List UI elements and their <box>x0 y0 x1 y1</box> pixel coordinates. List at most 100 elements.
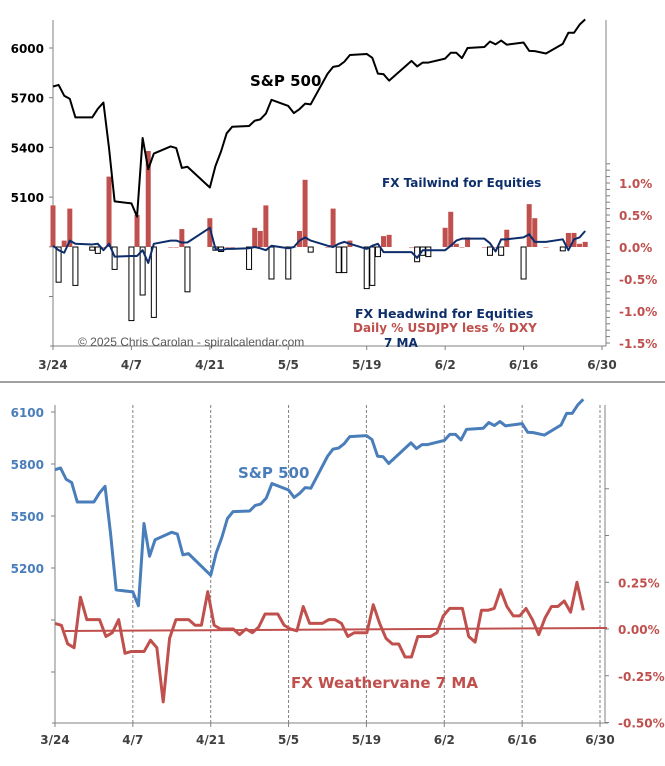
fx-bar-positive <box>252 227 258 247</box>
top-x-tick-label: 4/7 <box>121 358 142 372</box>
headwind-label: FX Headwind for Equities <box>355 306 533 321</box>
fx-bar-positive <box>442 227 448 247</box>
fx-bar-positive <box>106 176 112 247</box>
fx-bar-positive <box>459 247 465 248</box>
fx-bar-negative <box>341 246 348 274</box>
top-x-tick-label: 5/5 <box>278 358 299 372</box>
top-right-tick-label: 0.5% <box>619 209 652 223</box>
bottom-x-tick-label: 3/24 <box>40 733 69 747</box>
top-left-tick-label: 5700 <box>11 92 44 106</box>
fx-bar-negative <box>111 246 118 270</box>
ma-label: 7 MA <box>384 336 418 350</box>
fx-weathervane-label: FX Weathervane 7 MA <box>291 674 478 692</box>
fx-bar-negative <box>520 246 527 280</box>
top-right-tick-label: -1.0% <box>619 305 657 319</box>
fx-bar-positive <box>229 247 235 248</box>
fx-bar-positive <box>386 234 392 247</box>
bottom-right-tick-label: -0.50% <box>618 717 665 731</box>
fx-bar-negative <box>486 246 493 256</box>
top-left-tick-label: 5400 <box>11 141 44 155</box>
bottom-right-tick-label: 0.00% <box>618 623 660 637</box>
bottom-x-tick-label: 5/5 <box>278 733 299 747</box>
bottom-left-tick-label: 5500 <box>11 510 44 524</box>
fx-bar-negative <box>425 246 432 258</box>
fx-bar-negative <box>335 246 342 274</box>
fx-bar-positive <box>61 240 67 247</box>
fx-bar-positive <box>168 247 174 248</box>
top-left-tick-label: 5100 <box>11 191 44 205</box>
top-spx-line <box>52 18 586 218</box>
fx-bar-positive <box>453 243 459 247</box>
bottom-right-tick-label: 0.25% <box>618 576 660 590</box>
fx-bar-negative <box>285 246 292 280</box>
fx-bar-negative <box>128 246 135 322</box>
bottom-spx-label: S&P 500 <box>238 464 309 482</box>
bottom-spx-line <box>54 398 585 608</box>
fx-bar-positive <box>493 247 499 248</box>
top-right-tick-label: -1.5% <box>619 337 657 351</box>
bottom-right-tick-label: -0.25% <box>618 670 665 684</box>
top-ma-line <box>52 226 586 264</box>
fx-bar-negative <box>498 246 505 256</box>
top-x-tick-label: 6/30 <box>587 358 616 372</box>
fx-bar-positive <box>448 211 454 247</box>
fx-bar-negative <box>139 246 146 296</box>
fx-bar-positive <box>532 218 538 247</box>
fx-bar-positive <box>302 179 308 247</box>
fx-bar-negative <box>363 246 370 290</box>
fx-bar-negative <box>374 246 381 258</box>
fx-bar-negative <box>246 246 253 270</box>
fx-bar-negative <box>94 246 101 254</box>
top-x-tick-label: 4/21 <box>195 358 224 372</box>
fx-bar-negative <box>72 246 79 286</box>
series-desc-label: Daily % USDJPY less % DXY <box>353 321 537 335</box>
fx-bar-negative <box>184 246 191 293</box>
fx-bar-positive <box>481 247 487 248</box>
fx-bar-positive <box>179 229 185 247</box>
fx-bar-positive <box>67 208 73 247</box>
top-x-tick-label: 6/2 <box>435 358 456 372</box>
fx-bar-positive <box>325 247 330 248</box>
bottom-left-tick-label: 5800 <box>11 458 44 472</box>
fx-bar-positive <box>296 231 302 247</box>
fx-bar-positive <box>173 247 179 248</box>
bottom-left-tick-label: 5200 <box>11 562 44 576</box>
top-spx-label: S&P 500 <box>250 72 321 90</box>
bottom-x-tick-label: 4/21 <box>196 733 225 747</box>
fx-bar-positive <box>330 208 336 247</box>
copyright-text: © 2025 Chris Carolan - spiralcalendar.co… <box>78 335 304 349</box>
fx-bar-negative <box>307 246 314 253</box>
fx-bar-positive <box>263 205 269 247</box>
top-right-tick-label: -0.5% <box>619 273 657 287</box>
top-right-tick-label: 0.0% <box>619 241 652 255</box>
fx-bar-positive <box>145 151 151 247</box>
fx-bar-positive <box>526 204 532 247</box>
fx-bar-positive <box>465 237 471 247</box>
tailwind-label: FX Tailwind for Equities <box>382 176 541 190</box>
fx-bar-positive <box>381 236 387 247</box>
bottom-axes <box>52 405 608 724</box>
fx-bar-negative <box>89 246 96 251</box>
top-x-tick-label: 5/19 <box>352 358 381 372</box>
fx-bar-negative <box>268 246 275 280</box>
fx-bar-positive <box>50 205 56 247</box>
fx-bar-positive <box>257 231 263 247</box>
bottom-x-tick-label: 6/30 <box>585 733 614 747</box>
fx-bar-positive <box>409 247 415 248</box>
fx-bar-positive <box>582 241 588 247</box>
top-x-tick-label: 3/24 <box>38 358 67 372</box>
fx-bar-positive <box>543 247 549 248</box>
top-left-tick-label: 6000 <box>11 42 44 56</box>
fx-bar-positive <box>224 247 230 248</box>
bottom-x-tick-label: 5/19 <box>352 733 381 747</box>
bottom-x-tick-label: 4/7 <box>122 733 143 747</box>
fx-bar-negative <box>150 246 157 318</box>
fx-bar-positive <box>565 232 571 247</box>
fx-bar-negative <box>55 246 62 283</box>
bottom-left-tick-label: 6100 <box>11 406 44 420</box>
bottom-fx-line <box>54 580 585 704</box>
top-x-tick-label: 6/16 <box>509 358 538 372</box>
bottom-x-tick-label: 6/16 <box>507 733 536 747</box>
fx-bar-negative <box>369 246 376 286</box>
